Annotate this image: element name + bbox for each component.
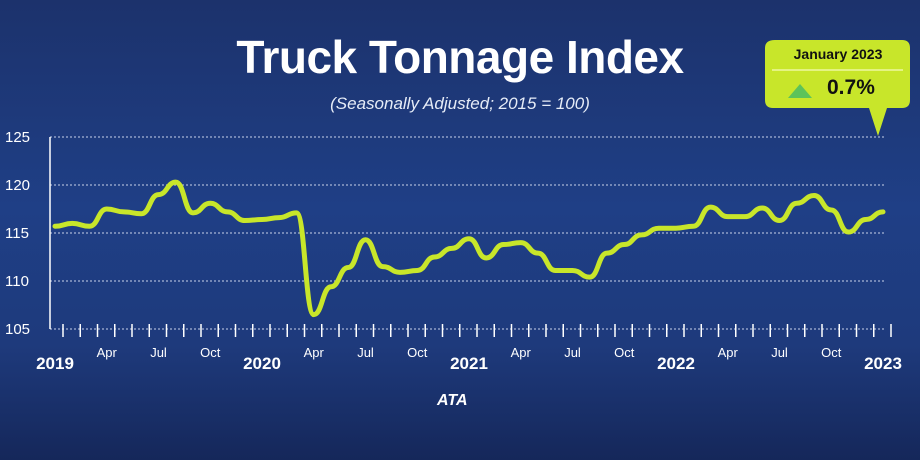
x-month-label: Oct	[407, 345, 428, 360]
y-tick-label: 120	[5, 177, 30, 194]
x-month-label: Oct	[200, 345, 221, 360]
x-year-label: 2022	[657, 354, 695, 373]
y-tick-label: 125	[5, 129, 30, 146]
x-month-label: Apr	[97, 345, 118, 360]
x-month-label: Apr	[304, 345, 325, 360]
y-tick-label: 115	[5, 225, 29, 242]
x-month-label: Jul	[150, 345, 167, 360]
x-month-label: Apr	[511, 345, 532, 360]
chart-title: Truck Tonnage Index	[236, 31, 684, 83]
axes-group: 105 110 115 120 125 2019 Apr Jul Oct 2020 Apr Jul Oc…	[5, 129, 902, 373]
chart-subtitle: (Seasonally Adjusted; 2015 = 100)	[330, 94, 590, 113]
x-year-label: 2019	[36, 354, 74, 373]
y-tick-label: 110	[5, 273, 29, 290]
x-month-label: Jul	[357, 345, 374, 360]
x-month-label: Oct	[614, 345, 635, 360]
y-tick-label: 105	[5, 321, 30, 338]
x-month-label: Jul	[771, 345, 788, 360]
x-year-label: 2023	[864, 354, 902, 373]
callout-bubble	[765, 40, 910, 136]
x-year-label: 2020	[243, 354, 281, 373]
x-year-label: 2021	[450, 354, 488, 373]
up-arrow-icon	[788, 84, 812, 98]
series-line	[52, 179, 886, 318]
ata-logo: ATA	[437, 392, 468, 409]
callout-heading: January 2023	[793, 46, 883, 62]
callout-value: 0.7%	[827, 76, 875, 99]
x-month-label: Jul	[564, 345, 581, 360]
x-month-label: Oct	[821, 345, 842, 360]
x-month-label: Apr	[718, 345, 739, 360]
